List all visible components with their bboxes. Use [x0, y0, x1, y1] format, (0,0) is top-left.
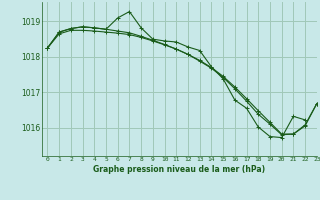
X-axis label: Graphe pression niveau de la mer (hPa): Graphe pression niveau de la mer (hPa)	[93, 165, 265, 174]
